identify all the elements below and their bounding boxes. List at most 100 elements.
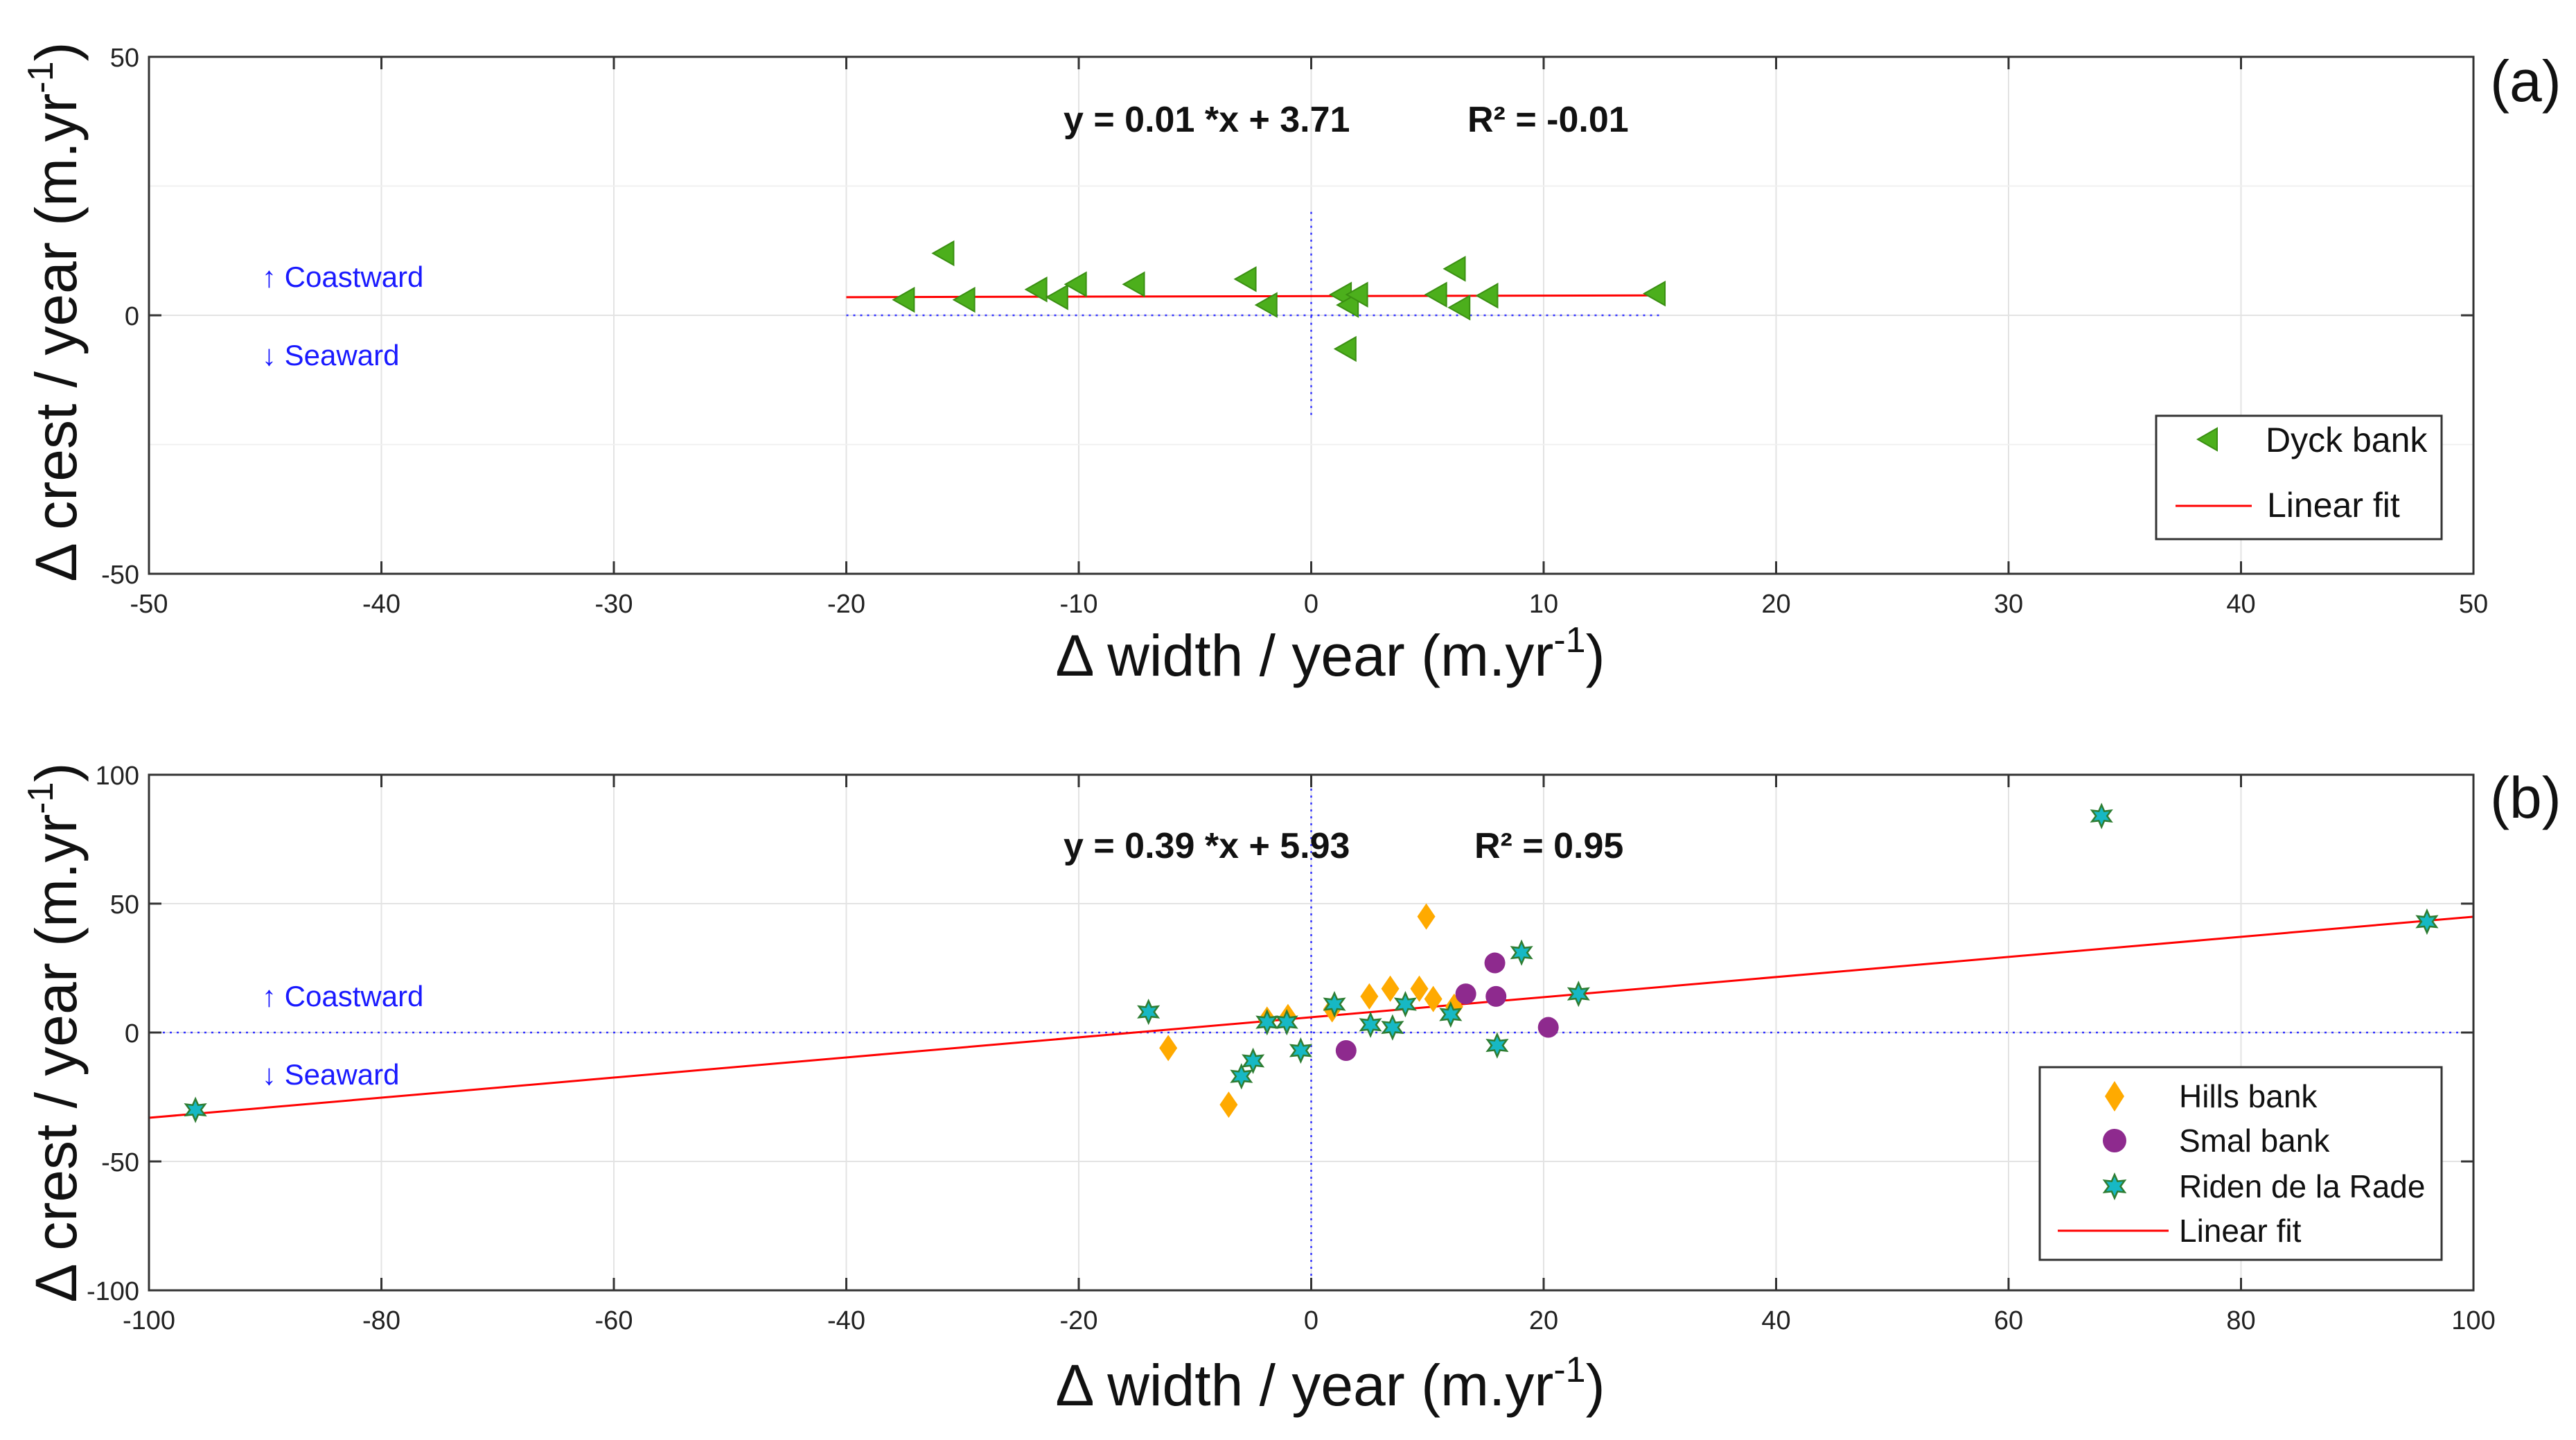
linear-fit	[846, 294, 1660, 299]
dyck-bank-point	[1064, 271, 1087, 297]
legend-b-riden-label: Riden de la Rade	[2179, 1168, 2425, 1204]
x-tick-label: 40	[1761, 1306, 1790, 1335]
y-axis-label-a: Δ crest / year (m.yr-1)	[21, 42, 89, 581]
dyck-bank-point	[1122, 271, 1145, 297]
x-tick-labels-a: -50 -40 -30 -20 -10 0 10 20 30 40 50	[130, 590, 2489, 619]
x-tick-label: -40	[362, 590, 400, 619]
seaward-label-a: ↓ Seaward	[262, 339, 399, 371]
legend-b-hills-marker	[2105, 1081, 2124, 1112]
dyck-bank-point	[1254, 292, 1278, 318]
panel-label-b: (b)	[2490, 765, 2561, 830]
x-tick-label: 10	[1529, 590, 1558, 619]
riden-de-la-rade-point	[2090, 802, 2113, 829]
x-axis-label-main-a: Δ width / year (m.yr	[1055, 623, 1553, 688]
dyck-bank-point	[892, 286, 915, 313]
x-tick-label: 0	[1304, 1306, 1318, 1335]
riden-de-la-rade-point	[1242, 1047, 1265, 1075]
legend-b-smal-marker	[2103, 1129, 2126, 1152]
y-axis-label-end-a: )	[24, 42, 89, 61]
x-tick-labels-b: -100 -80 -60 -40 -20 0 20 40 60 80 100	[123, 1306, 2496, 1335]
y-axis-label-sup-a: -1	[21, 61, 61, 93]
x-tick-label: -60	[595, 1306, 633, 1335]
smal-bank-point	[1485, 985, 1507, 1007]
x-axis-label-end-b: )	[1586, 1353, 1605, 1418]
riden-de-la-rade-point	[1567, 981, 1590, 1008]
dyck-bank-point	[1475, 282, 1499, 309]
y-tick-label: -100	[87, 1277, 139, 1306]
legend-b: Hills bank Smal bank Riden de la Rade Li…	[2038, 1066, 2443, 1261]
r2-label-a: R² = -0.01	[1467, 100, 1629, 140]
y-tick-label: 100	[96, 762, 139, 791]
legend-a-dyck-marker	[2196, 427, 2218, 452]
hills-bank-point	[1381, 975, 1400, 1002]
riden-de-la-rade-point	[1275, 1008, 1298, 1036]
riden-de-la-rade-point	[1137, 999, 1161, 1026]
linear-fit-line-a	[846, 294, 1660, 299]
x-axis-label-sup-a: -1	[1553, 620, 1585, 660]
seaward-label-b: ↓ Seaward	[262, 1058, 399, 1091]
y-axis-label-b: Δ crest / year (m.yr-1)	[21, 762, 89, 1302]
linear-fit	[148, 915, 2474, 1119]
hills-bank-point	[1360, 983, 1379, 1010]
x-tick-label: 0	[1304, 590, 1318, 619]
dyck-bank-point	[931, 240, 955, 267]
r2-label-b: R² = 0.95	[1474, 826, 1623, 866]
x-tick-label: -100	[123, 1306, 175, 1335]
axes-box	[148, 55, 2475, 575]
hills-bank-point	[1219, 1091, 1238, 1118]
data-points-a	[892, 240, 1666, 362]
legend-a-fit-label: Linear fit	[2267, 486, 2400, 525]
y-axis-label-main-a: Δ crest / year (m.yr	[24, 94, 89, 582]
dyck-bank-point	[1424, 281, 1447, 308]
dyck-bank-point	[1045, 284, 1068, 310]
data-points-b	[184, 802, 2439, 1123]
x-tick-label: -20	[1060, 1306, 1098, 1335]
hills-bank-point	[1410, 975, 1429, 1002]
y-tick-label: 50	[110, 890, 139, 920]
x-axis-label-end-a: )	[1586, 623, 1605, 688]
dyck-bank-point	[1233, 266, 1257, 292]
x-tick-label: -30	[595, 590, 633, 619]
x-tick-label: 80	[2226, 1306, 2255, 1335]
legend-b-smal-label: Smal bank	[2179, 1123, 2330, 1159]
dyck-bank-point	[1443, 256, 1466, 282]
legend-b-fit-label: Linear fit	[2179, 1213, 2302, 1249]
x-axis-label-b: Δ width / year (m.yr-1)	[1055, 1350, 1605, 1418]
equation-label-a: y = 0.01 *x + 3.71	[1064, 100, 1350, 140]
legend-a-dyck-label: Dyck bank	[2266, 421, 2428, 459]
y-tick-labels-a: -50 0 50	[101, 44, 139, 590]
x-axis-label-a: Δ width / year (m.yr-1)	[1055, 620, 1605, 688]
y-tick-label: -50	[101, 561, 139, 590]
dyck-bank-point	[1024, 276, 1048, 303]
legend-hexagram-icon	[2102, 1172, 2127, 1201]
x-axis-label-main-b: Δ width / year (m.yr	[1055, 1353, 1553, 1418]
panel-b: -100 -80 -60 -40 -20 0 20 40 60 80 100 -100 -50 0 50 1…	[21, 762, 2561, 1418]
legend-b-riden-marker	[2102, 1172, 2127, 1201]
y-axis-label-main-b: Δ crest / year (m.yr	[24, 814, 89, 1303]
riden-de-la-rade-point	[1439, 1001, 1463, 1028]
axes-frame-b	[148, 773, 2475, 1292]
axes-frame-a	[148, 55, 2475, 575]
riden-de-la-rade-point	[2415, 908, 2439, 936]
dyck-bank-point	[1447, 295, 1471, 321]
x-tick-label: 50	[2459, 590, 2488, 619]
y-tick-label: -50	[101, 1148, 139, 1177]
smal-bank-point	[1537, 1017, 1559, 1038]
hills-bank-point	[1417, 903, 1436, 930]
x-tick-label: -10	[1060, 590, 1098, 619]
coastward-label-a: ↑ Coastward	[262, 261, 423, 293]
y-axis-label-end-b: )	[24, 762, 89, 782]
panel-label-a: (a)	[2490, 49, 2561, 114]
x-tick-label: -80	[362, 1306, 400, 1335]
riden-de-la-rade-point	[184, 1096, 207, 1123]
dyck-bank-point	[1643, 280, 1666, 307]
hills-bank-point	[1424, 985, 1443, 1012]
riden-de-la-rade-point	[1381, 1014, 1404, 1041]
x-tick-label: -40	[827, 1306, 865, 1335]
x-tick-label: -20	[827, 590, 865, 619]
axes-box	[148, 773, 2475, 1292]
riden-de-la-rade-point	[1393, 990, 1417, 1018]
legend-b-hills-label: Hills bank	[2179, 1078, 2318, 1114]
smal-bank-point	[1455, 983, 1476, 1005]
